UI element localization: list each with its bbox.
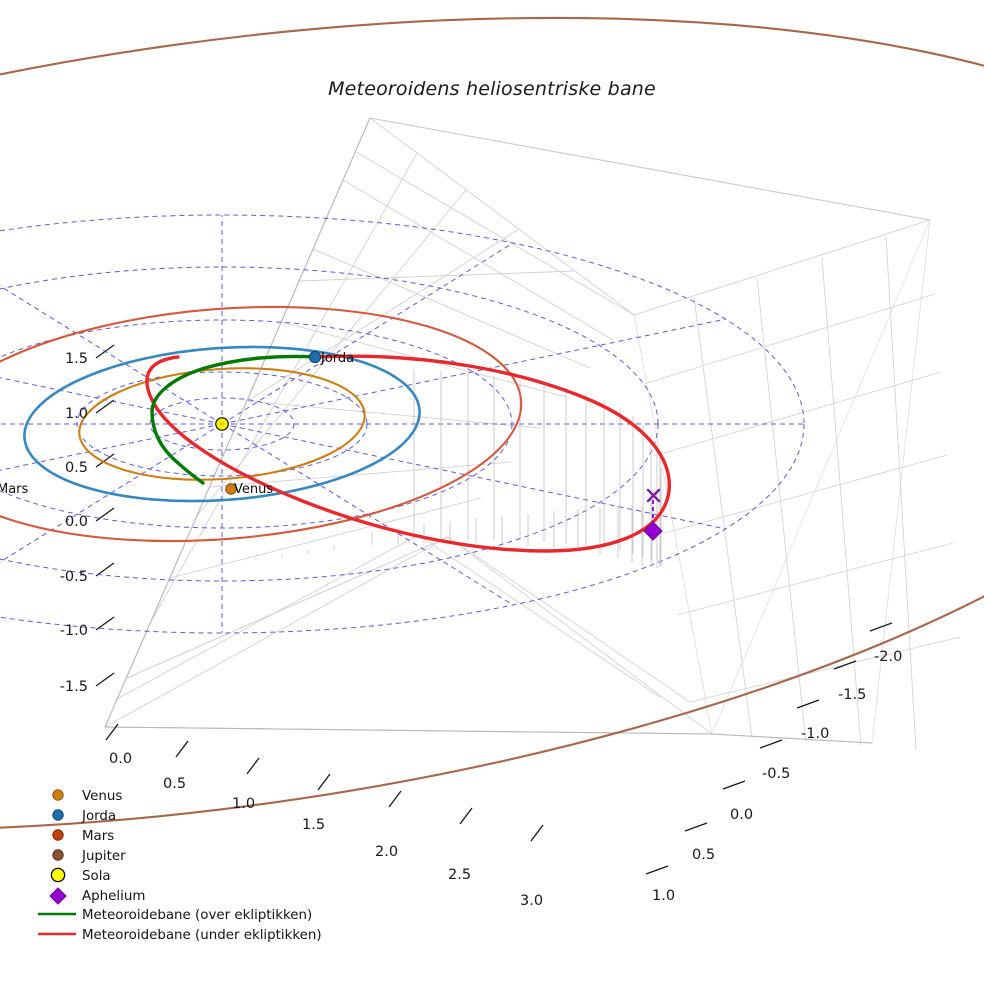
- z-tick-4: -0.5: [60, 569, 88, 585]
- legend-item-aphelium[interactable]: Aphelium: [49, 887, 145, 905]
- meteoroid-orbit-over: [150, 354, 318, 485]
- venus-marker[interactable]: [225, 483, 237, 495]
- jupiter-icon: [52, 849, 64, 861]
- legend-label-meteoroid-under: Meteoroidebane (under ekliptikken): [82, 928, 322, 943]
- x-tick-labels: 0.0 0.5 1.0 1.5 2.0 2.5 3.0: [109, 751, 543, 909]
- x-tick-6: 3.0: [520, 893, 543, 909]
- legend-label-jupiter: Jupiter: [81, 849, 126, 864]
- y-tick-4: -1.0: [801, 726, 829, 742]
- page-title: Meteoroidens heliosentriske bane: [328, 78, 656, 100]
- legend-label-sola: Sola: [82, 869, 111, 884]
- venus-icon: [52, 789, 64, 801]
- legend-item-venus[interactable]: Venus: [52, 789, 123, 804]
- z-tick-6: -1.5: [60, 679, 88, 695]
- z-tick-0: 1.5: [65, 351, 88, 367]
- legend-label-venus: Venus: [82, 789, 122, 804]
- jorda-marker[interactable]: [308, 350, 322, 364]
- aphelium-marker[interactable]: [643, 488, 663, 541]
- y-tick-labels: 1.0 0.5 0.0 -0.5 -1.0 -1.5 -2.0: [652, 649, 902, 904]
- legend-item-sola[interactable]: Sola: [50, 867, 111, 884]
- ecliptic-polar-grid: [0, 214, 805, 634]
- y-tick-3: -0.5: [762, 766, 790, 782]
- axes-pane-grid: [104, 117, 931, 735]
- x-axis-ticks: [105, 723, 544, 842]
- z-tick-3: 0.0: [65, 514, 88, 530]
- legend-item-meteoroid-over[interactable]: Meteoroidebane (over ekliptikken): [38, 908, 312, 923]
- z-tick-labels: 1.5 1.0 0.5 0.0 -0.5 -1.0 -1.5: [60, 351, 88, 695]
- legend-item-jorda[interactable]: Jorda: [52, 809, 116, 824]
- x-tick-5: 2.5: [448, 867, 471, 883]
- mars-label: Mars: [0, 482, 29, 497]
- x-tick-4: 2.0: [375, 844, 398, 860]
- legend-item-mars[interactable]: Mars: [52, 829, 114, 844]
- jorda-label: Jorda: [320, 351, 354, 366]
- z-tick-5: -1.0: [60, 623, 88, 639]
- mars-icon: [52, 829, 64, 841]
- legend-item-meteoroid-under[interactable]: Meteoroidebane (under ekliptikken): [38, 928, 322, 943]
- meteoroid-stems: [255, 369, 662, 568]
- x-tick-3: 1.5: [302, 817, 325, 833]
- floor-grid-lines: [104, 536, 713, 735]
- x-tick-2: 1.0: [232, 796, 255, 812]
- sola-icon: [50, 867, 66, 883]
- legend-label-meteoroid-over: Meteoroidebane (over ekliptikken): [82, 908, 312, 923]
- y-tick-0: 1.0: [652, 888, 675, 904]
- legend-label-jorda: Jorda: [81, 809, 116, 824]
- jupiter-orbit: [0, 16, 984, 832]
- legend-item-jupiter[interactable]: Jupiter: [52, 849, 126, 864]
- y-tick-5: -1.5: [838, 687, 866, 703]
- legend: Venus Jorda Mars Jupiter: [38, 789, 322, 943]
- axis-spines: [104, 117, 931, 744]
- axes-right-pane-grid: [633, 219, 961, 751]
- y-axis-ticks: [645, 622, 893, 875]
- venus-orbit: [78, 367, 366, 481]
- venus-label: Venus: [234, 482, 273, 497]
- jorda-orbit: [23, 345, 421, 503]
- z-tick-1: 1.0: [65, 406, 88, 422]
- aphelium-icon: [49, 887, 67, 905]
- legend-label-aphelium: Aphelium: [82, 889, 145, 904]
- mars-orbit: [0, 305, 523, 543]
- x-tick-0: 0.0: [109, 751, 132, 767]
- y-tick-1: 0.5: [692, 847, 715, 863]
- sola-marker[interactable]: [215, 417, 229, 431]
- y-tick-2: 0.0: [730, 807, 753, 823]
- meteoroid-orbit-under: [145, 354, 672, 553]
- z-tick-2: 0.5: [65, 460, 88, 476]
- legend-label-mars: Mars: [82, 829, 114, 844]
- y-tick-6: -2.0: [874, 649, 902, 665]
- jorda-icon: [52, 809, 64, 821]
- x-tick-1: 0.5: [163, 776, 186, 792]
